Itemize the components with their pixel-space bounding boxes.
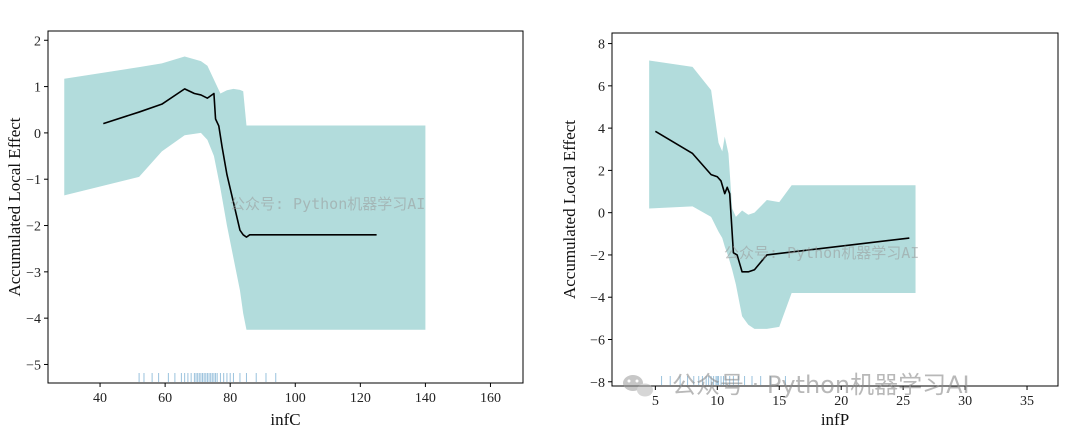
right-x-tick-label: 15 bbox=[772, 394, 786, 409]
right-x-tick-label: 30 bbox=[958, 394, 972, 409]
right-y-tick-label: −6 bbox=[590, 333, 605, 348]
right-rug-marks bbox=[661, 376, 786, 385]
watermark-overlay-left: 公众号: Python机器学习AI bbox=[230, 195, 425, 213]
left-x-tick-label: 100 bbox=[285, 391, 306, 406]
right-confidence-band bbox=[649, 60, 916, 329]
left-y-tick-label: 1 bbox=[34, 81, 41, 96]
left-x-tick-label: 160 bbox=[480, 391, 501, 406]
left-ale-series bbox=[103, 88, 377, 238]
left-y-tick-label: −4 bbox=[26, 312, 41, 327]
right-y-tick-label: −8 bbox=[590, 376, 605, 391]
right-y-tick-label: 4 bbox=[598, 122, 605, 137]
left-x-ticks: 40 60 80 100 120 140 160 bbox=[93, 383, 501, 406]
right-ale-line bbox=[654, 130, 910, 273]
left-x-axis-label: infC bbox=[270, 410, 300, 429]
left-y-tick-label: −3 bbox=[26, 266, 41, 281]
left-x-tick-label: 120 bbox=[350, 391, 371, 406]
right-y-tick-label: 2 bbox=[598, 164, 605, 179]
right-x-ticks: 5 10 15 20 25 30 35 bbox=[652, 386, 1034, 409]
right-y-axis-label: Accumulated Local Effect bbox=[560, 120, 579, 299]
right-y-tick-label: 8 bbox=[598, 38, 605, 53]
right-x-axis-label: infP bbox=[821, 410, 849, 429]
right-y-tick-label: 0 bbox=[598, 207, 605, 222]
right-x-tick-label: 10 bbox=[710, 394, 724, 409]
left-y-axis-label: Accumulated Local Effect bbox=[5, 117, 24, 296]
left-plot-frame bbox=[47, 30, 524, 384]
left-y-tick-label: −1 bbox=[26, 173, 41, 188]
right-x-tick-label: 20 bbox=[834, 394, 848, 409]
left-y-tick-label: 0 bbox=[34, 127, 41, 142]
wechat-icon bbox=[623, 375, 653, 397]
left-x-tick-label: 80 bbox=[223, 391, 237, 406]
right-y-ticks: 8 6 4 2 0 −2 −4 −6 −8 bbox=[590, 38, 612, 391]
right-band-area bbox=[649, 60, 916, 329]
left-y-tick-label: −5 bbox=[26, 358, 41, 373]
watermark-footer: 公众号 · Python机器学习AI bbox=[672, 371, 970, 399]
left-band-area bbox=[64, 56, 426, 330]
left-y-ticks: 2 1 0 −1 −2 −3 −4 −5 bbox=[26, 34, 48, 373]
left-confidence-band bbox=[64, 56, 426, 330]
left-x-tick-label: 40 bbox=[93, 391, 107, 406]
left-x-tick-label: 140 bbox=[415, 391, 436, 406]
right-ale-series bbox=[654, 130, 910, 273]
right-y-tick-label: −4 bbox=[590, 291, 605, 306]
left-y-tick-label: 2 bbox=[34, 34, 41, 49]
left-rug-marks bbox=[138, 373, 277, 382]
right-x-tick-label: 35 bbox=[1020, 394, 1034, 409]
right-x-tick-label: 5 bbox=[652, 394, 659, 409]
right-y-tick-label: −2 bbox=[590, 249, 605, 264]
left-y-tick-label: −2 bbox=[26, 220, 41, 235]
right-y-tick-label: 6 bbox=[598, 80, 605, 95]
left-ale-line bbox=[103, 88, 377, 238]
watermark-overlay-right: 公众号: Python机器学习AI bbox=[724, 244, 919, 262]
right-x-tick-label: 25 bbox=[896, 394, 910, 409]
left-chart-panel: 40 60 80 100 120 140 160 2 1 0 −1 −2 −3 −4 −5 infC Ac… bbox=[5, 30, 524, 429]
right-plot-frame bbox=[611, 32, 1059, 387]
left-x-tick-label: 60 bbox=[158, 391, 172, 406]
